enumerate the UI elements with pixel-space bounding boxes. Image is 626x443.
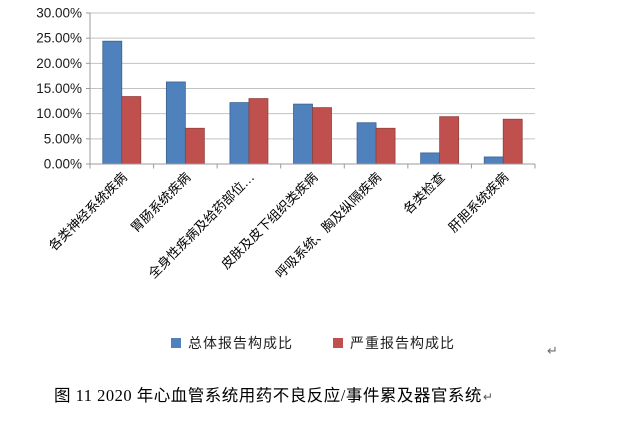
figure-caption: 图 11 2020 年心血管系统用药不良反应/事件累及器官系统↵ (54, 382, 614, 406)
bar-serious-cat5 (439, 116, 460, 165)
paragraph-return-mark-icon: ↵ (547, 344, 558, 359)
x-axis-label: 全身性疾病及给药部位… (145, 170, 257, 282)
y-axis-label: 10.00% (36, 106, 82, 121)
chart-legend: 总体报告构成比 严重报告构成比 (0, 333, 626, 353)
bar-serious-cat3 (312, 107, 332, 165)
adr-bar-chart: 0.00% 5.00% 10.00% 15.00% 20.00% 25.00% 30.00%… (36, 6, 536, 282)
bar-total-cat0 (102, 40, 123, 165)
legend-item-serious: 严重报告构成比 (333, 333, 455, 353)
bar-total-cat4 (356, 122, 377, 165)
bar-serious-cat0 (121, 96, 142, 165)
y-axis-label: 0.00% (44, 157, 82, 172)
legend-label-total: 总体报告构成比 (188, 335, 293, 351)
x-axis-label: 呼吸系统、胸及纵隔疾病 (272, 170, 384, 282)
bar-total-cat3 (293, 103, 313, 165)
bar-serious-cat4 (375, 127, 396, 165)
y-axis-label: 30.00% (36, 6, 82, 21)
bar-total-cat5 (420, 152, 441, 165)
bar-serious-cat1 (184, 127, 205, 165)
bar-chart-canvas: 0.00% 5.00% 10.00% 15.00% 20.00% 25.00% 30.00%… (36, 6, 536, 282)
bar-serious-cat6 (502, 118, 523, 165)
paragraph-return-mark-icon: ↵ (482, 390, 494, 404)
legend-label-serious: 严重报告构成比 (350, 335, 455, 351)
bar-total-cat1 (165, 81, 186, 165)
figure-caption-text: 图 11 2020 年心血管系统用药不良反应/事件累及器官系统 (54, 386, 482, 405)
bar-total-cat6 (483, 156, 504, 165)
bar-total-cat2 (229, 102, 250, 165)
x-axis-label: 各类检查 (400, 170, 447, 217)
y-axis-label: 25.00% (36, 31, 82, 46)
legend-color-swatch-serious-icon (333, 338, 343, 348)
legend-color-swatch-total-icon (171, 338, 181, 348)
legend-item-total: 总体报告构成比 (171, 333, 293, 353)
bar-serious-cat2 (248, 98, 269, 165)
y-axis-label: 5.00% (44, 131, 82, 146)
x-axis-label: 各类神经系统疾病 (46, 170, 130, 254)
x-axis-label: 肝胆系统疾病 (446, 170, 512, 236)
y-axis-label: 20.00% (36, 56, 82, 71)
x-axis-label: 胃肠系统疾病 (128, 170, 194, 236)
y-axis-label: 15.00% (36, 81, 82, 96)
